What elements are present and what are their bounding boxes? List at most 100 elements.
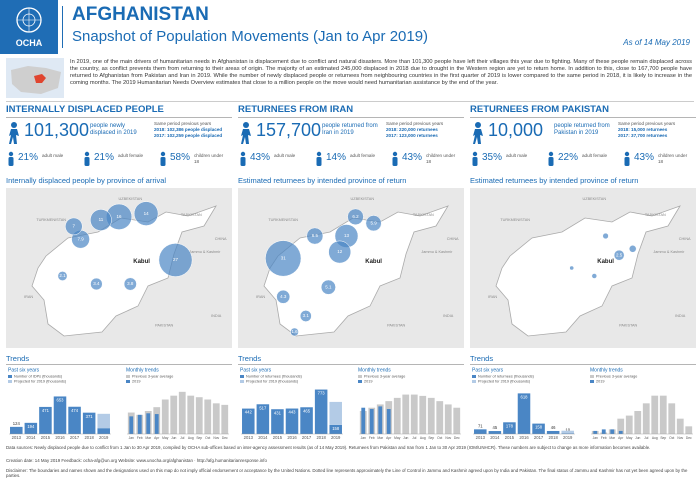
figure-text: people returned from Pakistan in 2019	[554, 123, 610, 136]
demographic-label: adult male	[506, 153, 528, 158]
legend-label: Projected for 2019 (thousands)	[246, 380, 299, 384]
demographic-icon	[8, 151, 14, 166]
demographic-value: 14%	[326, 152, 347, 163]
bar-value-label: 45	[493, 425, 498, 430]
previous-line: 2017: 123,000 returnees	[386, 133, 438, 138]
locator-map	[6, 58, 64, 98]
x-tick-label: 2019	[331, 435, 341, 440]
legend-swatch	[8, 380, 12, 383]
bar	[221, 404, 229, 434]
figure-text: people newly displaced in 2019	[90, 123, 137, 136]
x-tick-label: Dec	[222, 436, 228, 440]
bubble-label: 14	[144, 211, 150, 216]
bar	[503, 422, 516, 434]
map-bubble	[299, 310, 312, 322]
demographic: 43% adult male	[238, 150, 310, 168]
icon-head	[392, 151, 398, 157]
icon-head	[316, 151, 322, 157]
map-bubble	[90, 209, 112, 231]
x-tick-label: Apr	[618, 436, 624, 440]
icon-body	[472, 157, 478, 166]
bar	[187, 395, 195, 434]
legend-label: Previous 3-year average	[596, 375, 637, 379]
chart: Past six years Number of returnees (thous…	[472, 367, 575, 440]
legend-swatch	[8, 375, 12, 378]
x-tick-label: 2014	[258, 435, 268, 440]
demographic: 21% adult male	[6, 150, 78, 168]
x-tick-label: Sep	[428, 436, 434, 440]
demographic-value: 58%	[170, 152, 191, 163]
section: RETURNEES FROM PAKISTAN 10,000 people retu…	[470, 104, 696, 442]
bar	[204, 399, 212, 434]
demographic-icon	[240, 151, 246, 166]
x-tick-label: Oct	[669, 436, 674, 440]
data-sources: Data sources: Newly displaced people due…	[6, 445, 651, 450]
trends-title: Trends	[238, 354, 464, 365]
map-label: Jammu & Kashmir	[653, 250, 685, 254]
bubble-label: 3.4	[93, 281, 100, 286]
map-label: IRAN	[24, 295, 33, 299]
icon-body	[9, 129, 19, 144]
demographic-label: adult male	[42, 153, 64, 158]
x-tick-label: Apr	[154, 436, 160, 440]
map-bubble	[133, 201, 159, 226]
section-heading: RETURNEES FROM IRAN	[238, 104, 464, 118]
map-bubble	[591, 273, 598, 279]
bar	[436, 401, 444, 434]
x-tick-label: Jan	[129, 436, 134, 440]
x-tick-label: 2016	[55, 435, 65, 440]
map-title: Internally displaced people by province …	[6, 176, 167, 185]
demographic-label: adult female	[582, 153, 608, 158]
map-label: PAKISTAN	[387, 324, 405, 328]
bar-value-label: 158	[535, 425, 543, 430]
bubble-label: 5.9	[370, 220, 377, 225]
date: As of 14 May 2019	[623, 38, 690, 47]
x-tick-label: 2015	[41, 435, 51, 440]
bubble-label: 27	[173, 257, 179, 262]
x-tick-label: Sep	[660, 436, 666, 440]
icon-head	[160, 151, 166, 157]
map-bubble	[158, 243, 193, 277]
bar	[378, 406, 383, 434]
demographic-value: 22%	[558, 152, 579, 163]
bar	[642, 403, 650, 434]
x-tick-label: May	[394, 436, 401, 440]
icon-head	[548, 151, 554, 157]
bar	[634, 411, 642, 434]
legend-swatch	[358, 375, 362, 378]
section: RETURNEES FROM IRAN 157,700 people returne…	[238, 104, 464, 442]
previous-line: 2018: 220,000 returnees	[386, 127, 438, 132]
bar	[129, 416, 134, 434]
icon-body	[548, 157, 554, 166]
demographic-icon	[160, 151, 166, 166]
bar-value-label: 442	[245, 410, 253, 415]
x-tick-label: 2015	[273, 435, 283, 440]
x-tick-label: Apr	[386, 436, 392, 440]
demographic-value: 35%	[482, 152, 503, 163]
bubble-label: 3.8	[127, 281, 134, 286]
bubble-label: 11	[99, 217, 104, 222]
bar	[271, 409, 284, 434]
map-bubble	[613, 249, 625, 261]
map-label: TAJIKISTAN	[181, 213, 202, 217]
bar	[410, 394, 418, 434]
demographic: 21% adult female	[82, 150, 154, 168]
legend-swatch	[472, 380, 476, 383]
x-tick-label: Jul	[180, 436, 184, 440]
x-tick-label: 2017	[70, 435, 80, 440]
bar-value-label: 653	[57, 398, 65, 403]
map-label: Kabul	[133, 259, 150, 265]
demographic-label: adult female	[350, 153, 376, 158]
bar	[601, 429, 606, 434]
x-tick-label: Mar	[377, 436, 384, 440]
bar	[453, 407, 461, 434]
bar	[242, 408, 255, 434]
icon-body	[160, 157, 166, 166]
map: TURKMENISTAN UZBEKISTAN TAJIKISTAN CHINA IRA…	[470, 188, 696, 348]
x-tick-label: Aug	[188, 436, 194, 440]
bar	[146, 413, 151, 434]
bar	[24, 422, 38, 434]
bar	[517, 393, 531, 434]
bar	[617, 418, 625, 434]
bar	[39, 406, 52, 434]
